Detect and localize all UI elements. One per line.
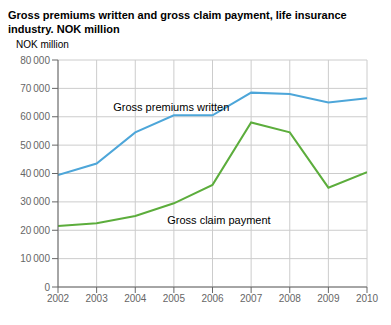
svg-text:2006: 2006 xyxy=(201,293,224,304)
svg-text:70 000: 70 000 xyxy=(20,83,50,94)
svg-text:2007: 2007 xyxy=(240,293,263,304)
svg-text:40 000: 40 000 xyxy=(20,168,50,179)
svg-text:20 000: 20 000 xyxy=(20,225,50,236)
svg-text:Gross claim payment: Gross claim payment xyxy=(167,214,270,226)
svg-text:2003: 2003 xyxy=(86,293,109,304)
svg-text:Gross premiums written: Gross premiums written xyxy=(113,101,229,113)
svg-text:2004: 2004 xyxy=(124,293,147,304)
svg-text:2002: 2002 xyxy=(47,293,70,304)
html-text:Gross premiums written and gro: Gross premiums written and gross claim p… xyxy=(8,9,347,21)
html-text:industry. NOK million: industry. NOK million xyxy=(8,23,120,35)
svg-text:80 000: 80 000 xyxy=(20,55,50,66)
svg-text:2008: 2008 xyxy=(279,293,302,304)
html-text:NOK million: NOK million xyxy=(16,39,69,50)
svg-text:50 000: 50 000 xyxy=(20,140,50,151)
svg-text:10 000: 10 000 xyxy=(20,253,50,264)
svg-text:60 000: 60 000 xyxy=(20,111,50,122)
svg-text:2005: 2005 xyxy=(163,293,186,304)
svg-text:2010: 2010 xyxy=(356,293,379,304)
svg-text:30 000: 30 000 xyxy=(20,196,50,207)
svg-text:0: 0 xyxy=(44,282,50,293)
svg-text:2009: 2009 xyxy=(317,293,340,304)
